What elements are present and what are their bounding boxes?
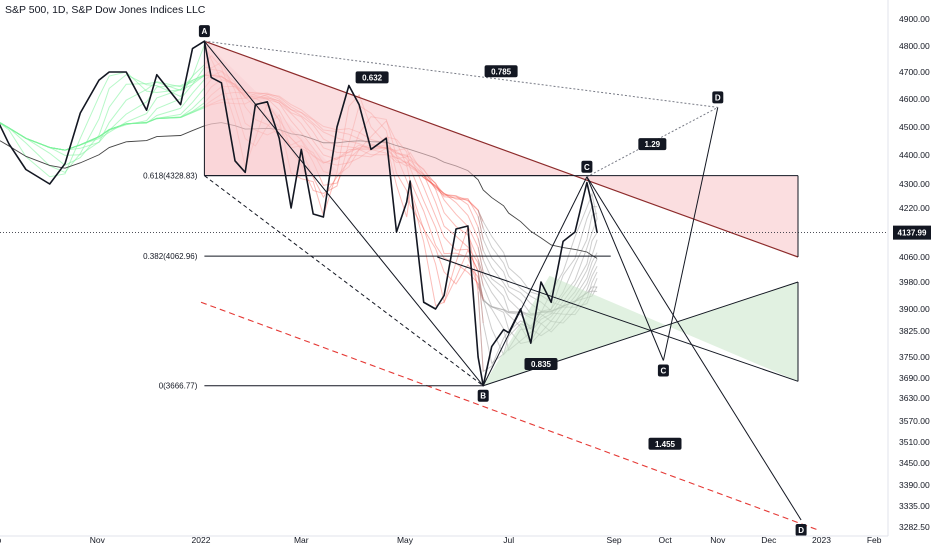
x-tick-label: Dec [761,535,777,545]
ribbon-line [0,107,205,151]
x-tick-label: 2022 [192,535,211,545]
fib-level-label: 0(3666.77) [159,382,198,391]
y-tick-label: 3630.00 [899,393,930,403]
bc-zone [483,275,798,386]
point-label: C [661,367,667,376]
x-tick-label: Nov [710,535,726,545]
point-label: A [202,27,208,36]
x-tick-label: 2023 [812,535,831,545]
point-label: D [798,526,804,535]
ribbon-line [0,74,205,151]
y-tick-label: 4060.00 [899,252,930,262]
ratio-label-bg [524,358,558,370]
x-axis[interactable]: Sep Nov 2022 Mar May Jul Sep Oct Nov Dec 2023 Feb [0,535,888,545]
y-tick-label: 4900.00 [899,14,930,24]
ribbon-line [0,105,205,151]
fib-level-label: 0.382(4062.96) [143,252,198,261]
y-tick-label: 3900.00 [899,304,930,314]
price-layer [0,40,598,387]
y-tick-label: 3510.00 [899,437,930,447]
y-tick-label: 3690.00 [899,373,930,383]
ribbon-line [0,64,205,174]
ribbon-line [0,66,205,166]
c-alt-line [586,176,664,361]
x-tick-label: Sep [0,535,1,545]
y-tick-label: 4400.00 [899,150,930,160]
point-label-bg [712,91,724,104]
chart-title: S&P 500, 1D, S&P Dow Jones Indices LLC [5,4,206,16]
x-tick-label: Jul [503,535,514,545]
point-label-bg [795,524,807,536]
cd-leg-line [586,176,802,521]
y-tick-label: 4800.00 [899,41,930,51]
ratio-label: 0.632 [362,73,383,82]
x-tick-label: May [397,535,414,545]
pattern-layer [0,40,888,531]
cd-dotted-line [586,106,719,178]
y-tick-label: 4700.00 [899,67,930,77]
ratio-label: 1.455 [655,440,676,449]
point-label: D [715,93,721,102]
last-price-label: 4137.99 [898,229,927,238]
ratio-label-bg [648,437,682,450]
price-line [0,40,598,387]
fib-diagonal-dashed-line [204,175,484,387]
ribbon-line [0,106,205,151]
point-label-bg [477,389,489,402]
ratio-label: 0.835 [531,360,552,369]
fib-level-label: 0.618(4328.83) [143,172,198,181]
y-tick-label: 3390.00 [899,480,930,490]
point-label: B [480,392,486,401]
x-tick-label: Feb [867,535,882,545]
ac-trend-line [204,40,799,258]
y-tick-label: 3282.50 [899,522,930,532]
ribbon-line [0,44,205,178]
y-tick-label: 3825.00 [899,326,930,336]
point-label-bg [657,364,669,377]
point-label: C [584,163,590,172]
label-layer: 0.618(4328.83) 0.382(4062.96) 0(3666.77) A B… [143,25,807,536]
ratio-label-bg [484,65,518,78]
y-tick-label: 4220.00 [899,203,930,213]
c-d-alt-line [662,107,719,361]
y-axis[interactable]: 4900.00 4800.00 4700.00 4600.00 4500.00 4400.… [887,0,931,536]
x-tick-label: Oct [658,535,672,545]
ratio-label-bg [355,71,389,84]
b-lower-line [437,256,799,382]
y-tick-label: 3570.00 [899,416,930,426]
point-label-bg [581,160,593,173]
y-tick-label: 3450.00 [899,458,930,468]
ab-leg-line [204,40,484,387]
ratio-label: 0.785 [491,67,512,76]
y-tick-label: 3335.00 [899,501,930,511]
x-tick-label: Mar [294,535,309,545]
last-price-badge [893,225,931,240]
y-tick-label: 4300.00 [899,179,930,189]
ratio-label-bg [638,138,667,151]
x-tick-label: Nov [90,535,106,545]
ratio-label: 1.29 [645,140,661,149]
ab-zone-left [204,41,343,176]
y-tick-label: 3750.00 [899,352,930,362]
point-label-bg [198,25,210,38]
bc-leg-line [482,176,588,386]
y-tick-label: 4500.00 [899,122,930,132]
y-tick-label: 4600.00 [899,94,930,104]
x-tick-label: Sep [607,535,622,545]
y-tick-label: 3980.00 [899,277,930,287]
ribbon-line [0,96,205,151]
